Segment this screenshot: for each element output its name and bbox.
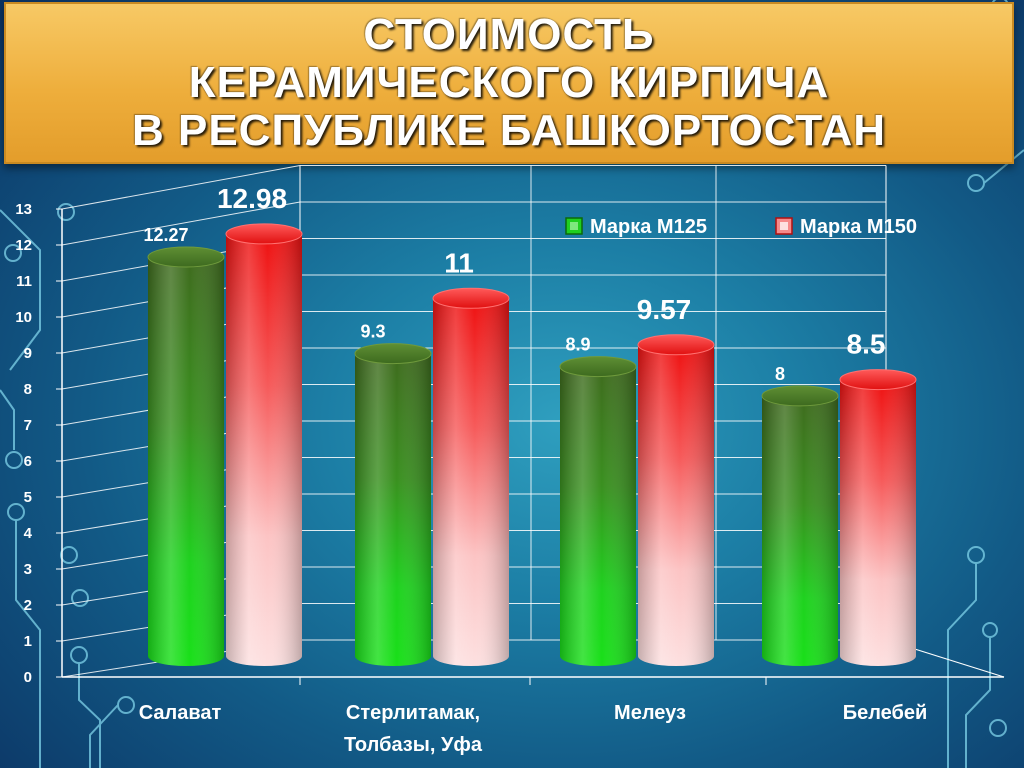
title-line-2: КЕРАМИЧЕСКОГО КИРПИЧА bbox=[188, 58, 830, 107]
data-label: 8 bbox=[775, 364, 785, 384]
bar-shading bbox=[638, 344, 714, 666]
bar-m125 bbox=[147, 246, 225, 666]
y-tick-label: 12 bbox=[15, 237, 32, 254]
legend-label: Марка М150 bbox=[800, 216, 917, 238]
data-label: 9.57 bbox=[637, 294, 692, 325]
y-tick-label: 4 bbox=[24, 525, 33, 542]
y-tick-label: 13 bbox=[15, 201, 32, 218]
bar-top bbox=[147, 246, 225, 268]
bar-shading bbox=[840, 379, 916, 666]
bar-m125 bbox=[354, 343, 432, 666]
data-label: 8.9 bbox=[565, 335, 590, 355]
legend-item-m125: Марка М125 bbox=[565, 216, 707, 238]
bar-top bbox=[225, 223, 303, 245]
bar-top bbox=[559, 356, 637, 378]
bar-top bbox=[354, 343, 432, 365]
bar-top bbox=[432, 287, 510, 309]
bar-m150 bbox=[637, 334, 715, 666]
bar-m150 bbox=[432, 287, 510, 666]
bar-top bbox=[839, 369, 917, 391]
bar-m125 bbox=[761, 385, 839, 666]
x-category-label: Толбазы, Уфа bbox=[344, 734, 483, 756]
legend-swatch-highlight bbox=[780, 222, 788, 230]
data-label: 11 bbox=[444, 247, 474, 278]
x-category-label: Мелеуз bbox=[614, 702, 686, 724]
bar-top bbox=[637, 334, 715, 356]
bar-shading bbox=[148, 257, 224, 666]
bar-top bbox=[761, 385, 839, 407]
data-label: 8.5 bbox=[847, 329, 886, 360]
data-label: 9.3 bbox=[360, 322, 385, 342]
bar-m150 bbox=[839, 369, 917, 666]
legend: Марка М125 Марка М150 bbox=[565, 216, 917, 238]
gridline-13 bbox=[61, 165, 301, 210]
bar-shading bbox=[433, 298, 509, 666]
y-tick-label: 2 bbox=[24, 597, 32, 614]
legend-label: Марка М125 bbox=[590, 216, 707, 238]
x-category-label: Салават bbox=[139, 702, 222, 724]
y-tick-label: 1 bbox=[24, 633, 32, 650]
y-tick-label: 0 bbox=[24, 669, 32, 686]
legend-item-m150: Марка М150 bbox=[775, 216, 917, 238]
data-labels: 12.27 9.3 8.9 8 12.98 11 9.57 8.5 bbox=[143, 183, 885, 384]
y-tick-label: 9 bbox=[24, 345, 32, 362]
title-line-3: В РЕСПУБЛИКЕ БАШКОРТОСТАН bbox=[131, 106, 887, 155]
bar-shading bbox=[560, 366, 636, 666]
bar-m150 bbox=[225, 223, 303, 666]
bar-m125 bbox=[559, 356, 637, 666]
y-tick-label: 11 bbox=[16, 273, 32, 290]
bars bbox=[147, 223, 917, 666]
bar-shading bbox=[762, 395, 838, 666]
gridline-12 bbox=[61, 201, 301, 246]
y-tick-label: 8 bbox=[24, 381, 32, 398]
data-label: 12.98 bbox=[217, 183, 287, 214]
y-tick-label: 10 bbox=[15, 309, 32, 326]
y-tick-label: 7 bbox=[24, 417, 32, 434]
legend-swatch-highlight bbox=[570, 222, 578, 230]
data-label: 12.27 bbox=[143, 225, 188, 245]
title-line-1: СТОИМОСТЬ bbox=[363, 10, 655, 59]
y-tick-label: 3 bbox=[24, 561, 32, 578]
bar-shading bbox=[355, 353, 431, 666]
bar-shading bbox=[226, 233, 302, 666]
x-category-label: Белебей bbox=[843, 702, 928, 724]
x-category-label: Стерлитамак, bbox=[346, 702, 480, 724]
title-banner: СТОИМОСТЬ КЕРАМИЧЕСКОГО КИРПИЧА В РЕСПУБ… bbox=[4, 2, 1014, 164]
y-tick-label: 5 bbox=[24, 489, 32, 506]
y-tick-label: 6 bbox=[24, 453, 32, 470]
